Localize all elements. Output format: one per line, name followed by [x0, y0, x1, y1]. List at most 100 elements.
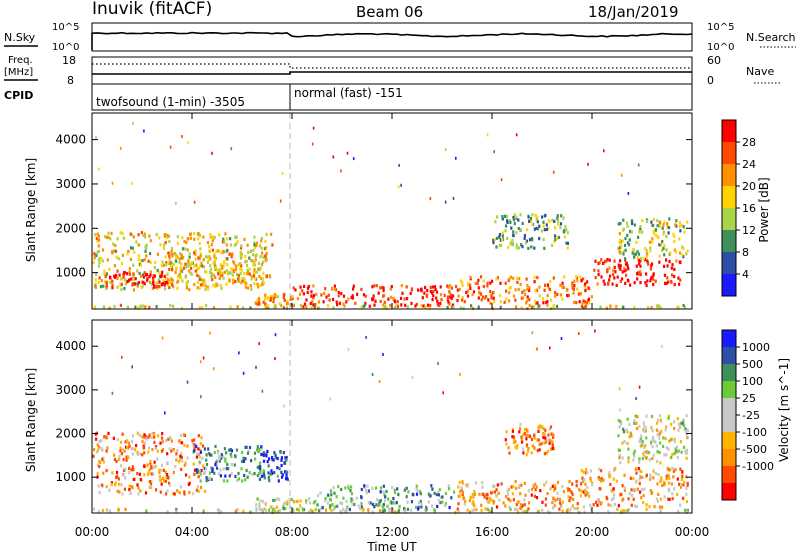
range-gate-cell [169, 436, 172, 441]
range-gate-cell [661, 240, 664, 244]
range-gate-cell [417, 288, 420, 292]
range-gate-cell [143, 433, 146, 437]
range-gate-cell [159, 490, 162, 494]
range-gate-cell [639, 257, 643, 261]
range-gate-cell [498, 243, 501, 248]
range-gate-cell [330, 508, 333, 512]
range-gate-cell [151, 286, 154, 290]
range-gate-cell [509, 220, 512, 224]
range-gate-cell [146, 277, 149, 281]
range-gate-cell [655, 497, 658, 501]
range-gate-cell [184, 473, 188, 477]
range-gate-cell [230, 462, 233, 466]
range-gate-cell [183, 443, 186, 448]
range-gate-cell [387, 297, 390, 301]
range-gate-cell [136, 431, 139, 435]
range-gate-cell [136, 452, 139, 456]
range-gate-cell [176, 489, 179, 493]
range-gate-cell [108, 267, 111, 271]
range-gate-cell [265, 454, 268, 458]
range-gate-cell [520, 435, 523, 439]
range-gate-cell [153, 466, 156, 470]
range-gate-cell [659, 461, 662, 465]
range-gate-cell [557, 222, 560, 226]
range-gate-cell [519, 213, 522, 217]
range-gate-cell [600, 479, 603, 483]
range-gate-cell [250, 287, 253, 291]
range-gate-cell [285, 306, 288, 310]
range-gate-cell [595, 500, 598, 504]
range-gate-cell [465, 483, 468, 487]
range-gate-cell [581, 479, 585, 483]
range-gate-cell [573, 279, 576, 283]
range-gate-cell [541, 215, 544, 219]
range-gate-cell [381, 504, 384, 508]
range-gate-cell [639, 490, 642, 494]
range-gate-cell [280, 470, 283, 474]
range-gate-cell [380, 510, 384, 514]
range-gate-cell [203, 466, 206, 471]
range-gate-cell [571, 504, 574, 508]
range-gate-cell [649, 279, 652, 283]
range-gate-cell [686, 436, 689, 440]
range-gate-cell [178, 458, 182, 462]
range-gate-cell [105, 283, 108, 287]
range-gate-cell [437, 499, 440, 503]
range-gate-cell [662, 436, 665, 440]
range-gate-cell [237, 477, 241, 481]
range-gate-cell [452, 294, 455, 298]
range-gate-cell [659, 220, 662, 224]
range-gate-cell [199, 283, 202, 287]
range-gate-cell [115, 475, 118, 479]
range-gate-cell [556, 491, 559, 495]
range-gate-cell [315, 292, 318, 297]
range-gate-cell [131, 434, 135, 438]
range-gate-cell [667, 487, 670, 491]
range-gate-cell [132, 272, 135, 276]
range-gate-cell [460, 486, 463, 490]
range-gate-cell [431, 487, 434, 491]
range-gate-cell [535, 288, 539, 292]
range-gate-cell [461, 493, 464, 497]
range-gate-cell [663, 220, 666, 224]
range-gate-cell [415, 492, 419, 496]
range-gate-cell [244, 254, 247, 258]
range-gate-cell [656, 224, 659, 228]
range-gate-cell [169, 145, 172, 149]
range-gate-cell [523, 236, 526, 240]
range-gate-cell [254, 457, 257, 461]
range-gate-cell [172, 448, 175, 452]
range-gate-cell [667, 474, 670, 478]
range-gate-cell [463, 502, 466, 506]
range-gate-cell [206, 260, 209, 264]
range-gate-cell [180, 268, 183, 272]
range-gate-cell [144, 235, 147, 239]
range-gate-cell [601, 261, 605, 265]
range-gate-cell [662, 223, 665, 227]
range-gate-cell [560, 214, 563, 218]
range-gate-cell [502, 501, 505, 505]
range-gate-cell [343, 304, 346, 308]
range-gate-cell [572, 291, 575, 295]
range-gate-cell [450, 305, 454, 309]
range-gate-cell [516, 507, 519, 512]
range-gate-cell [223, 261, 226, 265]
range-gate-cell [683, 230, 686, 234]
range-gate-cell [106, 508, 109, 512]
range-gate-cell [409, 291, 412, 295]
range-gate-cell [168, 254, 171, 258]
range-gate-cell [168, 285, 171, 290]
range-gate-cell [515, 231, 518, 235]
range-gate-cell [143, 473, 146, 477]
range-gate-cell [175, 253, 178, 257]
range-gate-cell [416, 488, 419, 493]
range-gate-cell [105, 469, 108, 473]
range-gate-cell [98, 491, 101, 495]
range-gate-cell [217, 472, 221, 476]
range-gate-cell [119, 449, 122, 453]
range-gate-cell [463, 496, 466, 500]
range-gate-cell [639, 264, 642, 268]
range-gate-cell [226, 462, 229, 466]
range-gate-cell [568, 499, 571, 503]
